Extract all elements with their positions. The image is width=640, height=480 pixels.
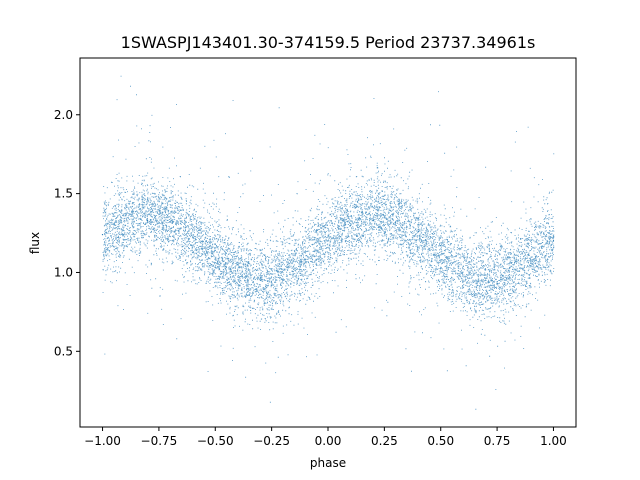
scatter-point [147, 219, 149, 221]
x-tick-label: −0.25 [253, 434, 290, 448]
chart-title: 1SWASPJ143401.30-374159.5 Period 23737.3… [121, 33, 536, 52]
x-tick-label: 0.50 [427, 434, 454, 448]
y-tick-label: 1.0 [54, 265, 73, 279]
scatter-point [349, 224, 352, 226]
scatter-point [304, 259, 307, 261]
scatter-point [417, 230, 419, 233]
y-axis-label: flux [28, 232, 42, 254]
scatter-point [124, 224, 126, 226]
scatter-point [271, 284, 273, 286]
x-tick-label: −0.75 [141, 434, 178, 448]
x-tick-label: −1.00 [84, 434, 121, 448]
y-tick-label: 2.0 [54, 108, 73, 122]
scatter-point [214, 243, 216, 245]
x-tick-label: 0.75 [484, 434, 511, 448]
scatter-point [169, 221, 171, 223]
scatter-point [395, 221, 397, 223]
scatter-point [485, 279, 487, 281]
x-tick-label: 1.00 [540, 434, 567, 448]
scatter-points [101, 75, 555, 410]
x-tick-label: 0.00 [315, 434, 342, 448]
scatter-point [440, 245, 442, 247]
x-axis-label: phase [310, 456, 346, 470]
y-tick-label: 0.5 [54, 344, 73, 358]
plot-frame [79, 57, 577, 428]
scatter-point [372, 219, 374, 221]
scatter-point [192, 229, 194, 231]
y-tick-label: 1.5 [54, 187, 73, 201]
x-axis-ticks: −1.00 −0.75 −0.50 −0.25 0.00 0.25 0.50 0.75 1.00 [84, 427, 567, 448]
x-tick-label: 0.25 [371, 434, 398, 448]
scatter-point [462, 265, 464, 267]
scatter-point-cloud [102, 75, 555, 410]
scatter-point [237, 264, 239, 266]
y-axis-ticks: 0.5 1.0 1.5 2.0 [54, 108, 80, 358]
scatter-point [507, 278, 509, 280]
scatter-point [101, 234, 104, 236]
scatter-point [530, 262, 532, 264]
scatter-point [327, 240, 329, 242]
x-tick-label: −0.50 [197, 434, 234, 448]
scatter-point [282, 279, 284, 281]
scatter-point [496, 282, 498, 285]
scatter-point [259, 279, 261, 281]
scatter-point [552, 240, 555, 242]
